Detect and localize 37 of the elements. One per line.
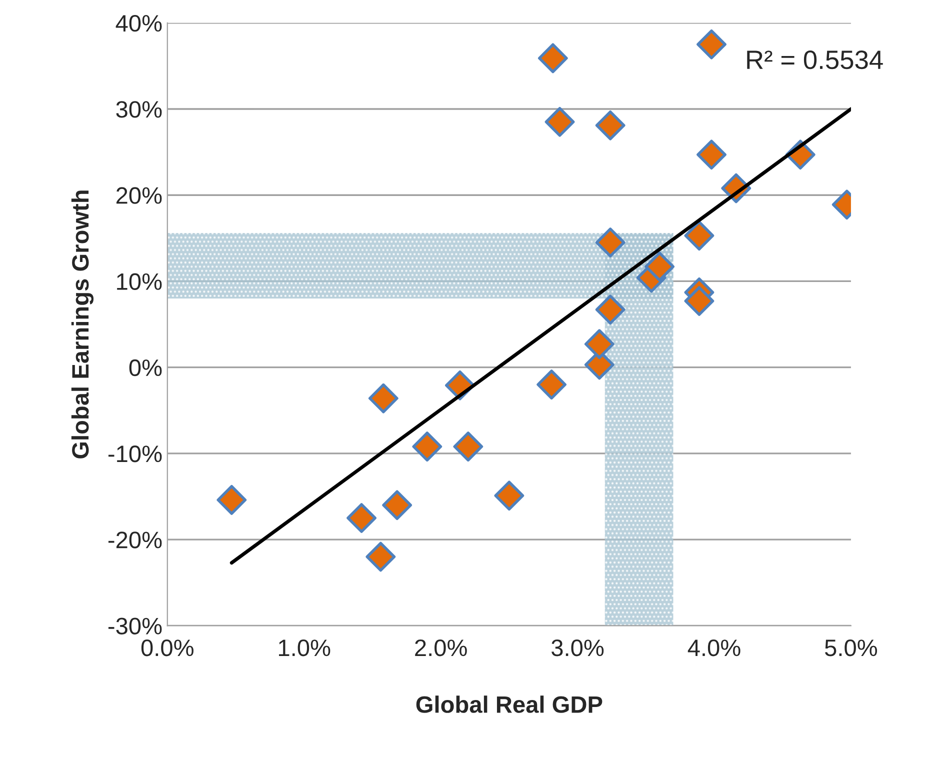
x-tick-label: 0.0% — [141, 639, 194, 656]
y-tick-label: -30% — [108, 618, 162, 634]
point — [696, 140, 726, 170]
y-tick-label: 30% — [116, 101, 162, 118]
point — [412, 432, 442, 462]
point — [366, 542, 396, 572]
point — [216, 485, 247, 515]
y-tick-label: 0% — [129, 359, 162, 376]
x-tick-label: 1.0% — [279, 639, 330, 656]
x-tick-label: 5.0% — [824, 639, 878, 656]
point — [346, 503, 376, 533]
y-tick-label: -10% — [108, 446, 162, 462]
x-tick-label: 2.0% — [415, 639, 467, 656]
y-tick-label: 40% — [116, 14, 162, 32]
annotation: R² = 0.5534 — [747, 50, 883, 70]
point — [453, 432, 484, 462]
point — [595, 110, 626, 140]
x-axis-title: Global Real GDP — [416, 696, 602, 713]
point — [684, 220, 714, 251]
point — [696, 29, 726, 60]
y-tick-label: 10% — [117, 273, 162, 290]
y-axis-title: Global Earnings Growth — [71, 190, 94, 458]
point — [382, 490, 412, 520]
point — [595, 228, 626, 258]
point — [644, 252, 674, 282]
point — [494, 480, 524, 511]
y-tick-label: -20% — [108, 532, 162, 548]
point — [584, 329, 614, 360]
point — [536, 370, 566, 400]
point — [684, 286, 714, 316]
point — [595, 294, 626, 325]
x-tick-label: 4.0% — [688, 639, 740, 656]
y-tick-label: 20% — [116, 187, 162, 204]
x-tick-label: 3.0% — [552, 639, 604, 656]
point — [544, 106, 575, 137]
point — [538, 43, 568, 74]
point — [368, 383, 398, 414]
